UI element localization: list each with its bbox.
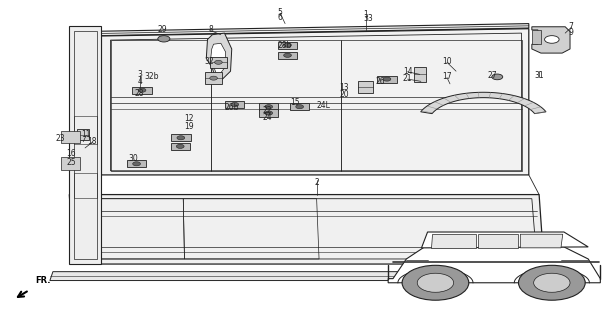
Text: 4: 4 xyxy=(137,77,142,86)
Text: 33: 33 xyxy=(364,14,374,23)
Text: 8: 8 xyxy=(208,25,213,35)
Polygon shape xyxy=(259,103,278,110)
Polygon shape xyxy=(132,87,152,94)
Polygon shape xyxy=(225,101,244,108)
Polygon shape xyxy=(357,81,373,93)
Polygon shape xyxy=(421,92,546,114)
Circle shape xyxy=(138,88,146,92)
Text: 9: 9 xyxy=(569,28,574,37)
Circle shape xyxy=(209,76,217,80)
Polygon shape xyxy=(69,26,102,264)
Circle shape xyxy=(544,36,559,43)
Polygon shape xyxy=(171,143,190,150)
Polygon shape xyxy=(211,43,226,74)
Polygon shape xyxy=(478,234,518,248)
Circle shape xyxy=(177,144,184,148)
Text: 29: 29 xyxy=(157,25,167,35)
Text: 7: 7 xyxy=(569,22,574,31)
Text: 20: 20 xyxy=(339,91,349,100)
Text: 25: 25 xyxy=(66,158,76,167)
Polygon shape xyxy=(532,27,570,53)
Polygon shape xyxy=(388,247,600,283)
Polygon shape xyxy=(61,157,80,170)
Text: 17: 17 xyxy=(442,72,452,81)
Circle shape xyxy=(265,111,273,115)
Text: FR.: FR. xyxy=(35,276,51,285)
Text: 24L: 24L xyxy=(316,101,330,110)
Text: 19: 19 xyxy=(185,122,194,131)
Polygon shape xyxy=(532,30,541,44)
Text: 14: 14 xyxy=(403,67,412,76)
Polygon shape xyxy=(520,234,563,248)
Text: 27: 27 xyxy=(488,71,497,80)
Circle shape xyxy=(265,105,273,109)
Polygon shape xyxy=(77,129,89,140)
Text: 28: 28 xyxy=(135,89,144,98)
Text: 1: 1 xyxy=(364,10,368,19)
Circle shape xyxy=(284,53,291,57)
Circle shape xyxy=(133,162,141,166)
Polygon shape xyxy=(127,160,146,167)
Text: 11: 11 xyxy=(82,130,91,139)
Polygon shape xyxy=(50,272,550,281)
Text: 13: 13 xyxy=(339,83,349,92)
Polygon shape xyxy=(414,67,426,82)
Polygon shape xyxy=(171,134,191,141)
Circle shape xyxy=(518,265,585,300)
Text: 22: 22 xyxy=(262,106,272,115)
Text: 16: 16 xyxy=(66,149,76,158)
Polygon shape xyxy=(290,103,309,110)
Circle shape xyxy=(533,273,570,292)
Text: 12: 12 xyxy=(185,114,194,123)
Text: 24: 24 xyxy=(262,113,272,122)
Text: 5: 5 xyxy=(278,8,283,17)
Text: 10: 10 xyxy=(442,57,452,66)
Text: 26: 26 xyxy=(376,77,385,86)
Circle shape xyxy=(296,105,303,109)
Polygon shape xyxy=(61,132,80,142)
Text: 15: 15 xyxy=(290,99,300,108)
Circle shape xyxy=(214,60,222,64)
Circle shape xyxy=(158,36,170,42)
Polygon shape xyxy=(102,24,529,36)
Polygon shape xyxy=(431,234,476,248)
Text: 3: 3 xyxy=(137,70,142,79)
Text: 28b: 28b xyxy=(277,41,292,50)
Circle shape xyxy=(177,136,185,140)
Polygon shape xyxy=(209,57,227,68)
Circle shape xyxy=(383,77,391,81)
Circle shape xyxy=(402,265,469,300)
Text: 23: 23 xyxy=(56,134,66,143)
Circle shape xyxy=(231,102,239,107)
Text: 2: 2 xyxy=(315,178,320,187)
Polygon shape xyxy=(259,109,278,116)
Polygon shape xyxy=(278,52,297,59)
Text: 18: 18 xyxy=(88,137,97,146)
Polygon shape xyxy=(377,76,396,83)
Polygon shape xyxy=(421,232,588,248)
Text: 6: 6 xyxy=(278,13,283,22)
Polygon shape xyxy=(69,195,544,264)
Text: 31: 31 xyxy=(534,71,544,80)
Circle shape xyxy=(492,74,503,80)
Text: 21: 21 xyxy=(403,74,412,83)
Polygon shape xyxy=(278,42,297,49)
Text: 32: 32 xyxy=(205,57,214,66)
Polygon shape xyxy=(205,72,222,84)
Circle shape xyxy=(284,43,291,47)
Circle shape xyxy=(417,273,454,292)
Polygon shape xyxy=(206,33,232,81)
Text: 26b: 26b xyxy=(225,103,239,112)
Polygon shape xyxy=(102,29,529,175)
Text: 30: 30 xyxy=(128,154,138,163)
Text: 32b: 32b xyxy=(144,72,159,81)
